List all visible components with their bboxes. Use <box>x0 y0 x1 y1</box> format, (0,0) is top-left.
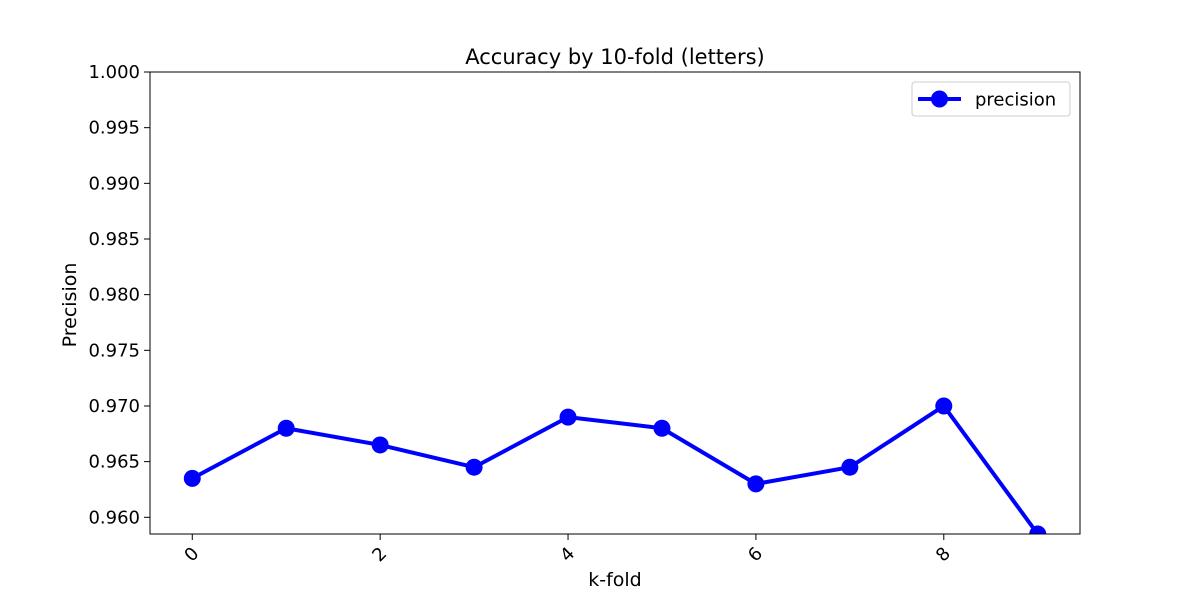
legend-marker <box>931 90 948 108</box>
x-tick-label: 6 <box>744 543 767 566</box>
legend-box <box>911 81 1071 117</box>
legend-label: precision <box>975 90 1056 111</box>
data-point <box>277 419 295 437</box>
plot-area <box>183 397 1047 534</box>
y-tick-label: 0.985 <box>88 229 140 250</box>
data-point <box>183 469 201 487</box>
y-tick-label: 0.990 <box>88 173 140 194</box>
x-tick-label: 0 <box>180 543 203 566</box>
y-tick-label: 0.975 <box>88 340 140 361</box>
data-point <box>559 408 577 426</box>
y-tick-label: 0.960 <box>88 507 140 528</box>
legend: precision <box>911 81 1071 117</box>
y-tick-label: 0.980 <box>88 285 140 306</box>
plot-frame <box>149 71 1081 535</box>
data-point <box>465 458 483 476</box>
x-axis-label: k-fold <box>588 569 642 591</box>
chart-title: Accuracy by 10-fold (letters) <box>465 45 764 69</box>
y-axis-label: Precision <box>59 263 81 348</box>
series-line <box>190 403 1040 534</box>
y-tick-label: 0.995 <box>88 118 140 139</box>
data-point <box>935 397 953 415</box>
y-tick-label: 0.965 <box>88 452 140 473</box>
x-tick-label: 4 <box>556 543 579 566</box>
y-tick-label: 1.000 <box>88 62 140 83</box>
data-point <box>653 419 671 437</box>
y-tick-label: 0.970 <box>88 396 140 417</box>
x-tick-label: 2 <box>368 543 391 566</box>
data-point <box>1029 525 1047 534</box>
data-point <box>371 436 389 454</box>
series-precision <box>183 397 1047 534</box>
x-tick-label: 8 <box>932 543 955 566</box>
data-point <box>747 475 765 493</box>
data-point <box>841 458 859 476</box>
